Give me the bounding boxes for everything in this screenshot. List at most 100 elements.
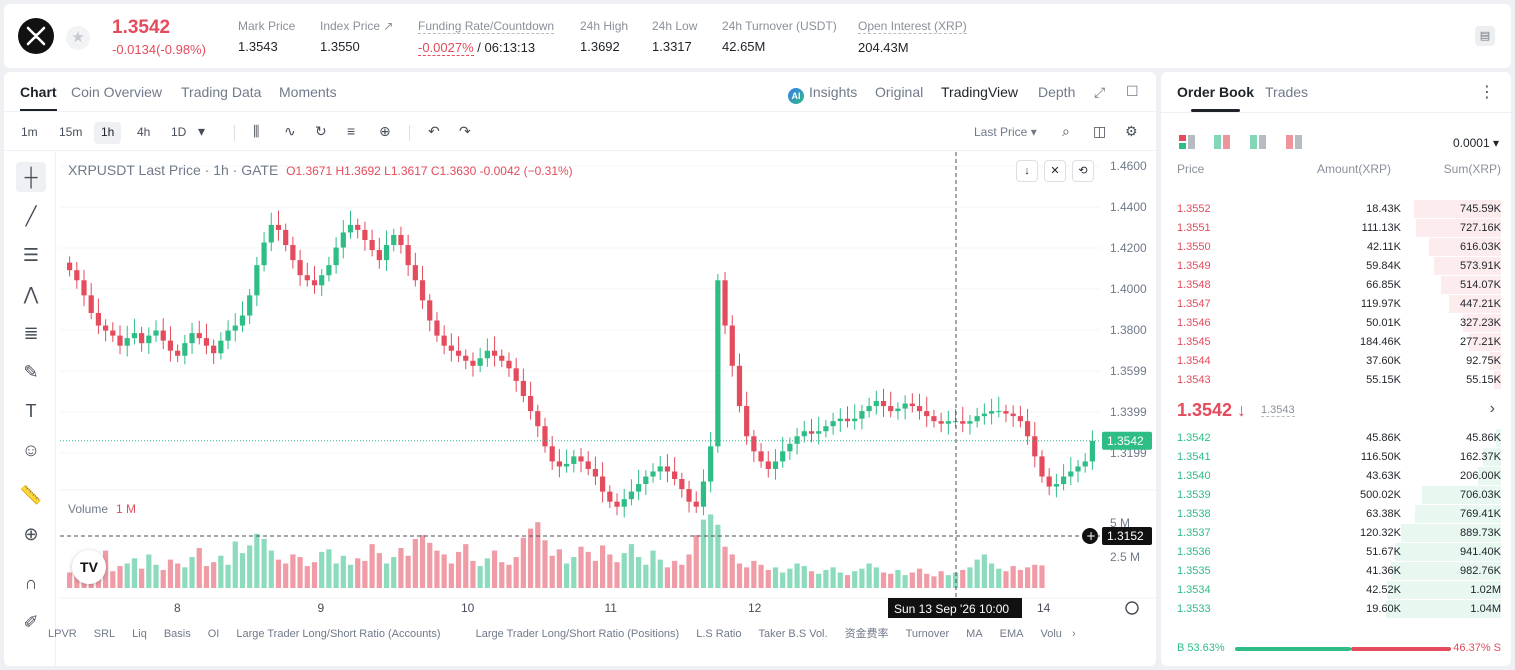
ask-row[interactable]: 1.3550 42.11K 616.03K [1161,238,1511,257]
tab-depth[interactable]: Depth [1038,84,1076,100]
ask-row[interactable]: 1.3545 184.46K 277.21K [1161,333,1511,352]
ask-row[interactable]: 1.3552 18.43K 745.59K [1161,200,1511,219]
timeframe-15m[interactable]: 15m [59,125,83,139]
timeframe-1h[interactable]: 1h [94,122,122,144]
ask-row[interactable]: 1.3547 119.97K 447.21K [1161,295,1511,314]
tab-chart[interactable]: Chart [20,84,57,111]
view-layout-icon[interactable] [1214,135,1230,149]
bid-row[interactable]: 1.3538 63.38K 769.41K [1161,505,1511,524]
timeframe-1m[interactable]: 1m [21,125,38,139]
ask-row[interactable]: 1.3543 55.15K 55.15K [1161,371,1511,390]
redo-icon[interactable]: ↷ [459,123,471,139]
stat-funding-rate[interactable]: Funding Rate/Countdown -0.0027% / 06:13:… [418,19,555,56]
collapse-icon[interactable]: ✕ [1044,160,1066,182]
scroll-down-icon[interactable]: ↓ [1016,160,1038,182]
templates-icon[interactable]: ≡ [347,123,356,139]
settings-gear-icon[interactable]: ⚙ [1125,123,1138,139]
view-bids-icon[interactable] [1250,135,1266,149]
timeframe-1d[interactable]: 1D [171,125,187,139]
horizontal-lines-icon[interactable]: ☰ [22,245,40,265]
indicator-liq[interactable]: Liq [132,628,147,640]
fullscreen-icon[interactable]: ⟲ [1072,160,1094,182]
ask-row[interactable]: 1.3546 50.01K 327.23K [1161,314,1511,333]
indicator-ma[interactable]: MA [966,628,983,640]
bid-row[interactable]: 1.3537 120.32K 889.73K [1161,524,1511,543]
bid-row[interactable]: 1.3541 116.50K 162.37K [1161,448,1511,467]
indicators-icon[interactable]: ∿ [284,123,296,139]
chevron-right-icon[interactable]: › [1489,400,1495,417]
emoji-icon[interactable]: ☺ [21,440,41,460]
pattern-icon[interactable]: ⋀ [23,284,39,304]
trendline-icon[interactable]: ╱ [25,206,37,226]
bid-row[interactable]: 1.3542 45.86K 45.86K [1161,429,1511,448]
favorite-star-icon[interactable]: ★ [66,26,90,50]
indicator-lpvr[interactable]: LPVR [48,628,77,640]
undo-icon[interactable]: ↶ [428,123,440,139]
bid-row[interactable]: 1.3536 51.67K 941.40K [1161,543,1511,562]
brush-icon[interactable]: ✎ [23,362,39,382]
ruler-icon[interactable]: 📏 [19,485,43,505]
book-icon[interactable]: ▤ [1475,26,1495,46]
scroll-right-icon[interactable]: › [1071,628,1076,640]
indicator-ls-ratio[interactable]: L.S Ratio [696,628,742,640]
price-chart[interactable]: 1.4600 1.4400 1.4200 1.4000 1.3800 1.3599 1.33… [60,152,1156,618]
replay-icon[interactable]: ↻ [315,123,327,139]
stat-index-price[interactable]: Index Price ↗ 1.3550 [320,19,393,54]
price-type-select[interactable]: Last Price ▾ [974,125,1037,139]
indicator-taker-bs-vol[interactable]: Taker B.S Vol. [758,628,828,640]
bid-row[interactable]: 1.3533 19.60K 1.04M [1161,600,1511,619]
tradingview-logo-icon[interactable]: TV [72,550,106,584]
ask-row[interactable]: 1.3549 59.84K 573.91K [1161,257,1511,276]
indicator-funding-rate[interactable]: 资金费率 [844,628,889,640]
bid-row[interactable]: 1.3539 500.02K 706.03K [1161,486,1511,505]
indicator-oi[interactable]: OI [207,628,220,640]
tab-moments[interactable]: Moments [279,84,337,100]
window-icon[interactable]: ☐ [1126,83,1139,99]
ask-row[interactable]: 1.3544 37.60K 92.75K [1161,352,1511,371]
view-asks-icon[interactable] [1286,135,1302,149]
tab-order-book[interactable]: Order Book [1177,84,1255,112]
zoom-in-icon[interactable]: ⊕ [23,524,39,544]
ask-row[interactable]: 1.3551 111.13K 727.16K [1161,219,1511,238]
fib-icon[interactable]: ≣ [23,323,39,343]
more-options-icon[interactable]: ⋮ [1479,84,1495,101]
ask-sum: 727.16K [1460,222,1501,234]
view-both-icon[interactable] [1179,135,1195,149]
indicator-srl[interactable]: SRL [93,628,116,640]
tab-trading-data[interactable]: Trading Data [181,84,262,100]
bid-row[interactable]: 1.3534 42.52K 1.02M [1161,581,1511,600]
timeframe-dropdown-icon[interactable]: ▾ [198,123,206,139]
crosshair-icon[interactable]: ┼ [16,162,46,192]
indicator-large-trader-accounts[interactable]: Large Trader Long/Short Ratio (Accounts) [236,628,441,640]
expand-icon[interactable]: ⤢ [1094,84,1106,100]
timeframe-4h[interactable]: 4h [137,125,151,139]
indicator-ema[interactable]: EMA [999,628,1024,640]
bid-row[interactable]: 1.3535 41.36K 982.76K [1161,562,1511,581]
bid-row[interactable]: 1.3540 43.63K 206.00K [1161,467,1511,486]
tab-original[interactable]: Original [875,84,924,100]
camera-icon[interactable]: ◫ [1093,123,1107,139]
indicator-large-trader-positions[interactable]: Large Trader Long/Short Ratio (Positions… [475,628,680,640]
volume-bar [239,553,246,588]
tab-insights[interactable]: AI Insights [788,84,857,104]
magnet-icon[interactable]: ∩ [24,573,38,593]
precision-select[interactable]: 0.0001 ▾ [1452,136,1499,150]
indicator-turnover[interactable]: Turnover [905,628,950,640]
depth-bar [1496,429,1501,447]
indicator-basis[interactable]: Basis [163,628,191,640]
add-indicator-icon[interactable]: ⊕ [379,123,391,139]
candle-type-icon[interactable]: ⫼ [253,123,260,139]
stat-open-interest[interactable]: Open Interest (XRP) 204.43M [858,19,967,55]
volume-bar [290,554,296,588]
pencil-icon[interactable]: ✐ [23,612,39,632]
search-icon[interactable]: ⌕ [1062,123,1070,139]
bid-sum: 941.40K [1460,546,1501,558]
text-tool-icon[interactable]: T [25,401,37,421]
tab-trades[interactable]: Trades [1265,84,1309,100]
indicator-volume[interactable]: Volu [1040,628,1062,640]
tab-tradingview[interactable]: TradingView [941,84,1019,100]
candle-body [1068,471,1074,477]
tab-coin-overview[interactable]: Coin Overview [71,84,163,100]
ask-row[interactable]: 1.3548 66.85K 514.07K [1161,276,1511,295]
x-tick-label: 10 [461,601,475,615]
